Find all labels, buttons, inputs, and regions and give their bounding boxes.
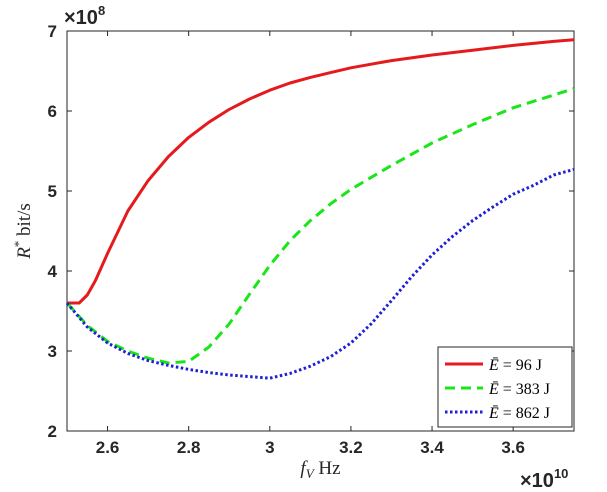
- legend-label-1: Ē = 96 J: [488, 357, 542, 374]
- ticks-layer: 2.6 2.8 3 3.2 3.4 3.6 2 3 4 5 6 7: [48, 22, 574, 457]
- x-tick-label: 3.4: [420, 438, 444, 457]
- y-tick-label: 2: [48, 422, 57, 441]
- x-tick-label: 3.2: [339, 438, 363, 457]
- legend-label-3: Ē = 862 J: [488, 405, 550, 422]
- y-tick-label: 7: [48, 22, 57, 41]
- y-axis-label: R* bit/s: [11, 203, 35, 260]
- x-tick-label: 3.6: [501, 438, 525, 457]
- series-line-2: [65, 87, 575, 365]
- axis-labels: fV Hz R* bit/s: [11, 203, 341, 481]
- y-axis-multiplier: ×108: [64, 3, 105, 29]
- series-line-1: [67, 38, 575, 305]
- legend: Ē = 96 J Ē = 383 J Ē = 862 J: [437, 346, 573, 428]
- legend-box: [437, 346, 573, 428]
- x-axis-label: fV Hz: [300, 458, 340, 481]
- x-tick-label: 2.8: [177, 438, 201, 457]
- y-tick-label: 3: [48, 342, 57, 361]
- series-layer: [65, 38, 575, 380]
- y-tick-label: 5: [48, 182, 57, 201]
- series-line-3: [65, 167, 575, 380]
- legend-label-2: Ē = 383 J: [488, 381, 550, 398]
- y-tick-label: 4: [48, 262, 58, 281]
- x-axis-multiplier: ×1010: [520, 466, 568, 492]
- x-tick-label: 3: [265, 438, 274, 457]
- x-tick-label: 2.6: [96, 438, 120, 457]
- y-tick-label: 6: [48, 102, 57, 121]
